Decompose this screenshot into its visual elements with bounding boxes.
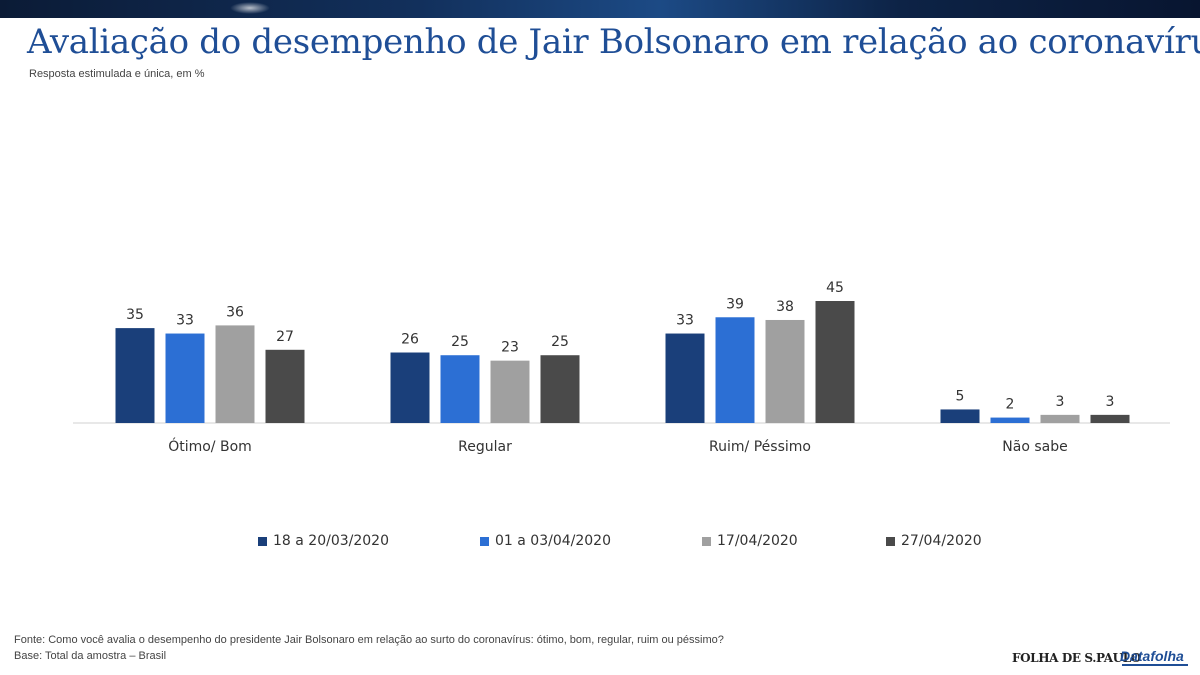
bar-value-label: 2: [1006, 397, 1015, 413]
bar: [265, 349, 305, 423]
bar-value-label: 3: [1106, 394, 1115, 410]
legend-item: 17/04/2020: [702, 533, 798, 549]
footer-base: Base: Total da amostra – Brasil: [14, 650, 167, 662]
page-subtitle: Resposta estimulada e única, em %: [29, 68, 205, 80]
legend-swatch: [258, 536, 267, 546]
bar: [390, 352, 430, 423]
bar-value-label: 39: [726, 296, 744, 312]
bar: [990, 417, 1030, 423]
folha-logo: FOLHA DE S.PAULO: [1012, 651, 1141, 665]
bar: [665, 333, 705, 423]
bar-value-label: 25: [451, 334, 469, 350]
legend-item: 27/04/2020: [886, 533, 982, 549]
legend-swatch: [480, 536, 489, 546]
bar: [940, 409, 980, 423]
bar-value-label: 5: [956, 388, 965, 404]
bar: [215, 325, 255, 423]
category-label: Ótimo/ Bom: [168, 437, 252, 455]
legend-swatch: [886, 536, 895, 546]
bar: [165, 333, 205, 423]
legend-swatch: [702, 536, 711, 546]
bar-value-label: 35: [126, 307, 144, 323]
bar: [490, 360, 530, 423]
chart-legend: 18 a 20/03/2020 01 a 03/04/2020 17/04/20…: [250, 533, 1010, 553]
category-label: Não sabe: [1002, 439, 1067, 455]
bar-value-label: 26: [401, 332, 419, 348]
legend-item: 18 a 20/03/2020: [258, 533, 389, 549]
page-title: Avaliação do desempenho de Jair Bolsonar…: [27, 22, 1200, 62]
bar: [765, 319, 805, 423]
footer-source: Fonte: Como você avalia o desempenho do …: [14, 634, 724, 646]
bar-value-label: 33: [176, 313, 194, 329]
datafolha-logo-underline: [1122, 664, 1188, 666]
bar-value-label: 23: [501, 340, 519, 356]
bar: [815, 301, 855, 423]
bar: [115, 328, 155, 423]
legend-label: 01 a 03/04/2020: [495, 533, 611, 549]
bar: [1040, 414, 1080, 423]
bar: [1090, 414, 1130, 423]
legend-item: 01 a 03/04/2020: [480, 533, 611, 549]
bar-value-label: 25: [551, 334, 569, 350]
bar-value-label: 3: [1056, 394, 1065, 410]
datafolha-logo: Datafolha: [1120, 648, 1184, 664]
bar-value-label: 27: [276, 329, 294, 345]
top-banner: [0, 0, 1200, 18]
bar: [540, 355, 580, 423]
legend-label: 17/04/2020: [717, 533, 798, 549]
legend-label: 27/04/2020: [901, 533, 982, 549]
category-label: Regular: [458, 439, 512, 455]
bar-value-label: 36: [226, 304, 244, 320]
bar-value-label: 45: [826, 280, 844, 296]
legend-label: 18 a 20/03/2020: [273, 533, 389, 549]
bar-value-label: 33: [676, 313, 694, 329]
bar: [715, 317, 755, 423]
bar: [440, 355, 480, 423]
bar-value-label: 38: [776, 299, 794, 315]
category-label: Ruim/ Péssimo: [709, 439, 811, 455]
